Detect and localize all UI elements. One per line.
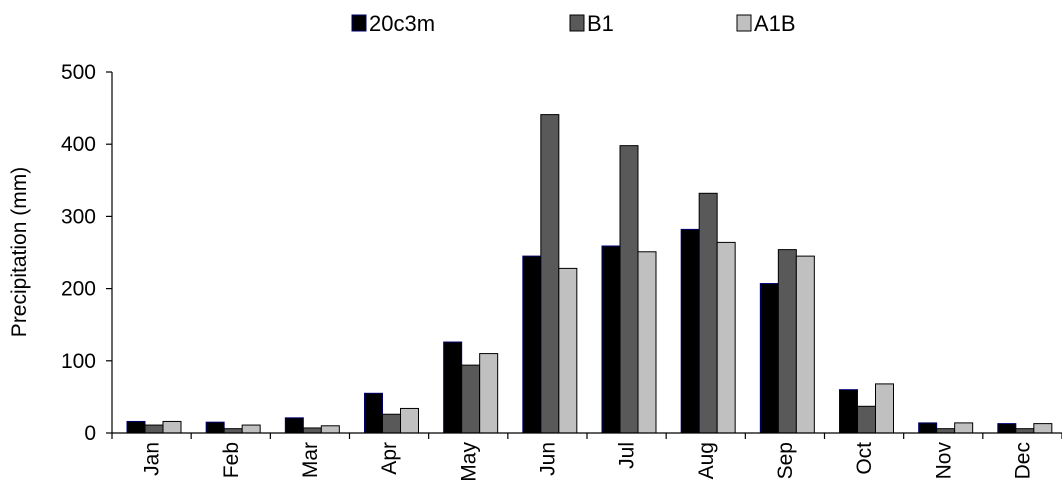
bar-b1-apr bbox=[382, 413, 401, 434]
x-category-label: Jul bbox=[616, 442, 639, 469]
bar-a1b-aug bbox=[716, 241, 736, 434]
x-category-label: Feb bbox=[220, 442, 243, 478]
bar-a1b-apr bbox=[400, 407, 419, 434]
x-category-label: Apr bbox=[378, 442, 401, 475]
x-category-label: Dec bbox=[1011, 442, 1034, 479]
bar-b1-nov bbox=[936, 428, 956, 434]
bar-b1-oct bbox=[857, 405, 876, 434]
bar-20c3m-mar bbox=[284, 417, 304, 434]
legend-swatch bbox=[569, 14, 585, 32]
bar-a1b-may bbox=[479, 353, 499, 434]
bar-a1b-oct bbox=[875, 383, 894, 434]
legend-swatch bbox=[736, 14, 752, 32]
bar-20c3m-jun bbox=[522, 255, 542, 434]
x-category-label: Nov bbox=[932, 442, 955, 480]
bar-b1-dec bbox=[1015, 428, 1035, 434]
bar-20c3m-sep bbox=[759, 283, 779, 434]
y-tick-label: 500 bbox=[61, 61, 96, 84]
x-category-label: Jan bbox=[141, 442, 164, 476]
x-category-label: Sep bbox=[774, 442, 797, 479]
bar-20c3m-apr bbox=[364, 392, 383, 434]
bar-b1-sep bbox=[777, 249, 797, 434]
bar-20c3m-jan bbox=[126, 420, 146, 434]
legend: 20c3m B1 A1B bbox=[351, 11, 796, 36]
bar-a1b-feb bbox=[241, 424, 261, 434]
bar-20c3m-oct bbox=[839, 389, 858, 434]
bar-a1b-jun bbox=[558, 267, 578, 434]
x-category-label: Oct bbox=[853, 442, 876, 475]
bar-20c3m-feb bbox=[205, 421, 225, 434]
y-axis-title: Precipitation (mm) bbox=[8, 167, 31, 337]
y-tick-label: 200 bbox=[61, 278, 96, 301]
y-tick-label: 100 bbox=[61, 350, 96, 373]
bar-a1b-mar bbox=[320, 425, 340, 434]
y-tick-label: 300 bbox=[61, 205, 96, 228]
x-category-label: Aug bbox=[695, 442, 718, 479]
bar-b1-feb bbox=[223, 428, 243, 434]
bar-b1-mar bbox=[302, 427, 322, 434]
y-axis: 0 100 200 300 400 500 bbox=[61, 61, 113, 445]
bar-a1b-jul bbox=[637, 251, 657, 434]
x-category-label: Mar bbox=[299, 442, 322, 478]
y-tick-label: 0 bbox=[84, 422, 96, 445]
bar-20c3m-may bbox=[443, 341, 463, 434]
bar-b1-jan bbox=[144, 424, 164, 434]
legend-label: A1B bbox=[754, 11, 796, 36]
bar-b1-jun bbox=[540, 114, 560, 434]
bar-b1-may bbox=[461, 364, 481, 434]
bar-a1b-dec bbox=[1033, 423, 1053, 434]
legend-label: 20c3m bbox=[369, 11, 435, 36]
legend-label: B1 bbox=[587, 11, 614, 36]
bar-a1b-jan bbox=[162, 420, 182, 434]
legend-swatch bbox=[351, 14, 367, 32]
bar-a1b-sep bbox=[795, 255, 815, 434]
bar-b1-jul bbox=[619, 145, 639, 434]
x-axis: Jan Feb Mar Apr May Jun Jul Aug Sep Oct Nov Dec bbox=[111, 432, 1062, 482]
bar-20c3m-aug bbox=[680, 228, 700, 434]
bars bbox=[126, 114, 1053, 434]
bar-20c3m-nov bbox=[918, 422, 938, 434]
bar-20c3m-dec bbox=[997, 423, 1017, 434]
x-category-label: Jun bbox=[536, 442, 559, 476]
bar-a1b-nov bbox=[954, 422, 974, 434]
bar-b1-aug bbox=[698, 192, 718, 434]
bar-20c3m-jul bbox=[601, 245, 621, 434]
y-tick-label: 400 bbox=[61, 133, 96, 156]
x-category-label: May bbox=[457, 442, 480, 482]
